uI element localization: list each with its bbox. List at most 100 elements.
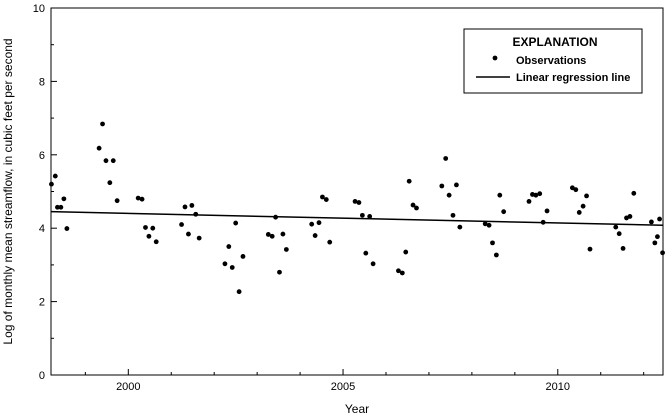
y-tick-label: 6 bbox=[39, 150, 45, 162]
observation-point bbox=[283, 247, 289, 252]
observation-point bbox=[186, 231, 191, 237]
observation-point bbox=[584, 193, 589, 199]
observation-point bbox=[616, 231, 622, 237]
observation-point bbox=[179, 222, 184, 227]
observation-point bbox=[189, 203, 195, 208]
observation-point bbox=[96, 145, 102, 151]
observation-point bbox=[356, 200, 362, 205]
observation-point bbox=[657, 216, 662, 222]
observation-point bbox=[580, 203, 586, 209]
observation-point bbox=[573, 187, 579, 193]
observation-point bbox=[540, 219, 546, 225]
observation-point bbox=[61, 196, 67, 202]
observation-point bbox=[544, 208, 550, 214]
observation-point bbox=[490, 240, 495, 246]
observation-point bbox=[312, 233, 318, 238]
observation-point bbox=[439, 183, 445, 189]
observation-point bbox=[236, 289, 242, 295]
observation-point bbox=[316, 220, 322, 226]
observation-point bbox=[153, 239, 159, 245]
observation-point bbox=[613, 224, 619, 230]
y-tick-label: 0 bbox=[39, 370, 45, 382]
observation-point bbox=[399, 270, 405, 276]
observation-point bbox=[627, 214, 633, 219]
observation-point bbox=[269, 233, 275, 239]
observation-point bbox=[620, 245, 626, 251]
data-marks bbox=[49, 121, 665, 295]
observation-point bbox=[443, 156, 449, 161]
legend: EXPLANATION Observations Linear regressi… bbox=[463, 28, 643, 94]
observation-point bbox=[403, 249, 409, 255]
observation-point bbox=[222, 261, 228, 267]
observation-point bbox=[396, 268, 401, 274]
legend-title: EXPLANATION bbox=[512, 35, 597, 49]
observation-point bbox=[631, 190, 637, 196]
observation-point bbox=[652, 240, 658, 246]
observation-point bbox=[309, 221, 315, 227]
observation-point bbox=[655, 234, 660, 240]
x-axis-label: Year bbox=[345, 402, 369, 416]
observation-point bbox=[537, 191, 543, 197]
observation-point bbox=[114, 198, 120, 204]
observation-point bbox=[576, 210, 582, 215]
observation-point bbox=[107, 180, 113, 186]
plot-area-frame bbox=[50, 7, 664, 376]
observation-point bbox=[277, 269, 282, 275]
observation-point bbox=[100, 121, 105, 127]
observation-point bbox=[150, 225, 156, 231]
observation-point bbox=[110, 158, 116, 164]
y-tick-label: 8 bbox=[39, 76, 45, 88]
y-tick-label: 4 bbox=[39, 223, 45, 235]
observation-point bbox=[327, 239, 333, 245]
observation-point bbox=[139, 196, 145, 202]
observation-point bbox=[533, 192, 539, 198]
legend-regression-line-label: Linear regression line bbox=[516, 72, 630, 84]
observation-point bbox=[58, 204, 64, 210]
observation-point bbox=[64, 226, 70, 231]
observation-point bbox=[410, 202, 416, 208]
observation-point bbox=[320, 194, 325, 200]
observation-point bbox=[352, 199, 358, 204]
observation-point bbox=[103, 158, 109, 164]
observation-point bbox=[273, 214, 279, 220]
y-axis-label: Log of monthly mean streamflow, in cubic… bbox=[1, 38, 15, 344]
observation-point bbox=[454, 182, 459, 188]
x-tick-label: 2005 bbox=[331, 381, 355, 393]
observation-point bbox=[370, 261, 376, 267]
observation-point bbox=[493, 252, 499, 258]
observation-point bbox=[226, 244, 232, 249]
observation-point bbox=[55, 204, 60, 210]
legend-box bbox=[463, 28, 643, 94]
y-tick-label: 2 bbox=[39, 297, 45, 309]
observation-point bbox=[501, 209, 507, 215]
observation-point bbox=[363, 250, 369, 256]
observation-point bbox=[52, 173, 58, 179]
observation-point bbox=[446, 192, 452, 198]
observation-point bbox=[193, 211, 199, 217]
observation-point bbox=[233, 220, 239, 226]
observation-point bbox=[486, 222, 492, 228]
observation-point bbox=[182, 204, 188, 210]
x-tick-label: 2010 bbox=[546, 381, 570, 393]
observation-point bbox=[367, 214, 373, 219]
observation-point bbox=[526, 199, 532, 204]
observation-point bbox=[240, 254, 246, 259]
x-tick-label: 2000 bbox=[116, 381, 140, 393]
observation-point bbox=[414, 205, 419, 211]
observation-point bbox=[450, 212, 456, 218]
observation-point bbox=[482, 221, 488, 227]
observation-point bbox=[135, 195, 141, 201]
observation-point bbox=[280, 231, 286, 237]
observation-point bbox=[196, 235, 202, 241]
legend-observations-marker bbox=[492, 55, 498, 61]
observation-point bbox=[359, 212, 365, 218]
observation-point bbox=[406, 178, 412, 184]
observation-point bbox=[229, 265, 235, 270]
observation-point bbox=[146, 233, 152, 239]
observation-point bbox=[265, 232, 271, 237]
y-tick-label: 10 bbox=[33, 3, 45, 15]
observation-point bbox=[457, 224, 463, 230]
observation-point bbox=[497, 192, 503, 198]
observation-point bbox=[143, 225, 148, 230]
